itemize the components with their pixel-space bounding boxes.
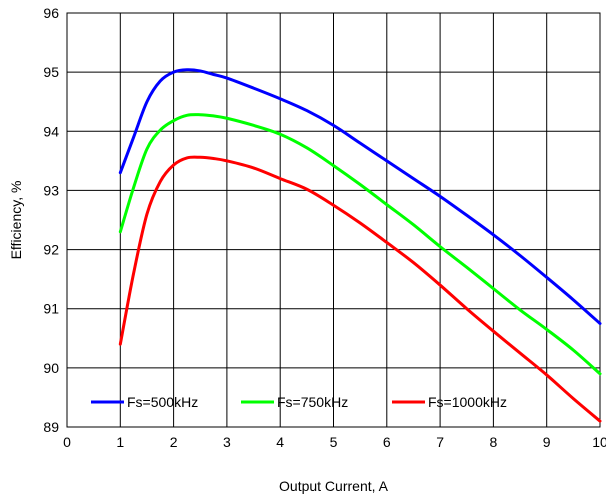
- y-axis-tick-labels: 89 90 91 92 93 94 95 96: [43, 5, 59, 435]
- x-tick-label: 6: [383, 434, 391, 450]
- legend: Fs=500kHz Fs=750kHz Fs=1000kHz: [91, 394, 507, 410]
- series-line-3: [118, 155, 602, 423]
- y-tick-label: 95: [43, 64, 59, 80]
- y-axis-title: Efficiency, %: [8, 181, 24, 260]
- y-tick-label: 91: [43, 301, 59, 317]
- x-tick-label: 10: [592, 434, 606, 450]
- y-tick-label: 94: [43, 123, 59, 139]
- plot-area-frame: [66, 12, 601, 428]
- legend-label: Fs=1000kHz: [428, 394, 507, 410]
- x-tick-label: 2: [170, 434, 178, 450]
- series-line-1: [118, 68, 602, 325]
- x-axis-title: Output Current, A: [279, 478, 389, 494]
- legend-label: Fs=500kHz: [127, 394, 198, 410]
- y-tick-label: 90: [43, 360, 59, 376]
- x-tick-label: 8: [490, 434, 498, 450]
- x-tick-label: 5: [330, 434, 338, 450]
- y-tick-label: 92: [43, 242, 59, 258]
- x-tick-label: 1: [116, 434, 124, 450]
- x-tick-label: 0: [63, 434, 71, 450]
- legend-label: Fs=750kHz: [277, 394, 348, 410]
- x-tick-label: 3: [223, 434, 231, 450]
- y-tick-label: 96: [43, 5, 59, 21]
- y-tick-label: 89: [43, 419, 59, 435]
- x-tick-label: 9: [543, 434, 551, 450]
- x-tick-label: 7: [436, 434, 444, 450]
- x-tick-label: 4: [276, 434, 284, 450]
- x-axis-tick-labels: 0 1 2 3 4 5 6 7 8 9 10: [63, 434, 606, 450]
- series-line-2: [118, 113, 602, 376]
- y-tick-label: 93: [43, 182, 59, 198]
- series-lines: [118, 68, 602, 423]
